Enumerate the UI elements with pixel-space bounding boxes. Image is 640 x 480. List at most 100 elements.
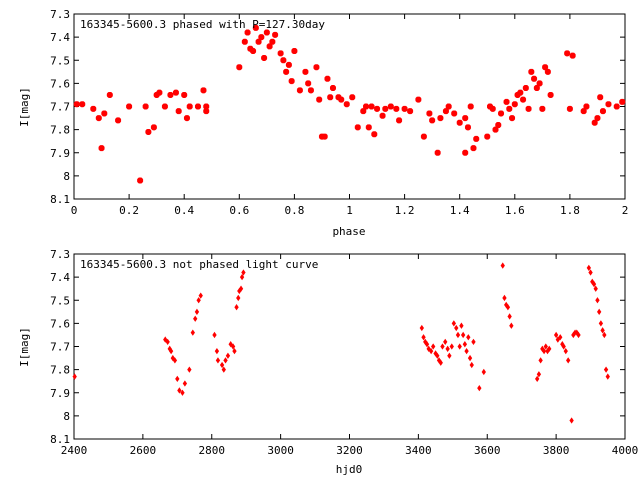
data-point [360, 108, 367, 115]
data-point [471, 338, 476, 346]
data-point [327, 94, 334, 101]
data-point [563, 347, 568, 355]
data-point [115, 117, 122, 124]
data-point [142, 103, 149, 110]
data-point [382, 105, 389, 112]
data-point [236, 64, 243, 71]
data-point [363, 103, 370, 110]
data-point [232, 347, 237, 355]
data-point [440, 343, 445, 350]
data-point [368, 103, 375, 110]
data-point [255, 38, 262, 45]
data-point [462, 149, 469, 156]
data-point [247, 45, 254, 52]
data-point [79, 101, 86, 108]
x-tick-label: 3200 [336, 444, 363, 457]
data-point [316, 96, 323, 103]
y-tick-label: 7.9 [50, 387, 70, 400]
data-point [531, 75, 538, 82]
y-tick-label: 7.8 [50, 364, 70, 377]
data-point [569, 417, 574, 424]
data-points [72, 262, 610, 424]
data-point [538, 357, 543, 364]
data-point [126, 103, 133, 110]
data-point [219, 361, 225, 369]
x-tick-label: 3400 [405, 444, 432, 457]
data-point [379, 112, 386, 119]
data-point [506, 105, 513, 112]
data-point [543, 343, 548, 350]
data-point [467, 354, 473, 362]
y-tick-label: 7.5 [50, 294, 70, 307]
data-point [194, 308, 200, 315]
data-point [503, 98, 510, 105]
data-point [280, 57, 287, 64]
data-point [593, 285, 598, 292]
x-tick-label: 0.4 [174, 204, 194, 217]
y-tick-label: 7.7 [50, 341, 70, 354]
x-tick-label: 0.6 [229, 204, 249, 217]
data-point [194, 103, 201, 110]
data-point [522, 85, 529, 91]
x-tick-label: 1.6 [505, 204, 525, 217]
data-point [594, 115, 601, 122]
data-point [98, 145, 105, 152]
x-tick-label: 0 [71, 204, 78, 217]
data-point [396, 117, 403, 124]
data-point [613, 103, 620, 110]
data-point [605, 373, 610, 380]
data-point [73, 101, 80, 108]
chart-title: 163345-5600.3 not phased light curve [80, 258, 318, 271]
data-point [597, 308, 602, 315]
data-point [487, 103, 494, 110]
data-point [283, 68, 290, 75]
data-point [137, 177, 144, 184]
data-point [576, 331, 581, 339]
data-point [555, 336, 561, 343]
data-point [456, 119, 463, 126]
data-point [263, 29, 270, 36]
data-point [272, 31, 279, 38]
data-point [511, 101, 518, 108]
y-tick-label: 7.3 [50, 8, 70, 21]
data-point [95, 115, 102, 122]
data-point [230, 343, 236, 350]
data-point [470, 145, 477, 152]
y-tick-label: 8.1 [50, 433, 70, 446]
data-point [163, 336, 168, 343]
data-point [156, 89, 163, 96]
data-point [203, 108, 210, 115]
data-point [329, 85, 336, 91]
data-point [387, 103, 394, 110]
data-point [447, 352, 452, 359]
data-point [150, 124, 157, 131]
data-point [291, 48, 298, 54]
data-point [238, 285, 244, 292]
ticks: 0 0.2 0.4 0.6 0.8 1 1.2 1.4 1.6 1.8 2 7.3 7.4 7.5 7.6 7… [50, 8, 628, 217]
data-point [266, 43, 273, 50]
y-tick-label: 8.1 [50, 193, 70, 206]
y-tick-label: 7.4 [50, 271, 70, 284]
y-tick-label: 7.6 [50, 77, 70, 90]
ticks: 2400 2600 2800 3000 3200 3400 3600 3800 4000 7.3 7… [50, 248, 638, 457]
data-point [349, 94, 356, 101]
x-tick-label: 3600 [474, 444, 501, 457]
x-tick-label: 2 [622, 204, 629, 217]
data-point [239, 273, 245, 281]
data-point [419, 324, 424, 332]
data-point [321, 133, 328, 140]
data-point [477, 384, 482, 392]
x-axis-label: hjd0 [336, 463, 363, 476]
phased-light-curve-panel: 0 0.2 0.4 0.6 0.8 1 1.2 1.4 1.6 1.8 2 7.3 7.4 7.5 7.6 7… [18, 8, 628, 238]
data-point [553, 331, 559, 339]
data-point [407, 108, 414, 115]
data-point [167, 91, 174, 98]
data-point [451, 320, 457, 327]
data-point [597, 94, 604, 101]
x-tick-label: 3000 [267, 444, 294, 457]
data-point [241, 38, 248, 45]
data-point [374, 105, 381, 112]
data-point [250, 48, 257, 54]
data-point [502, 294, 507, 302]
data-point [354, 124, 361, 131]
